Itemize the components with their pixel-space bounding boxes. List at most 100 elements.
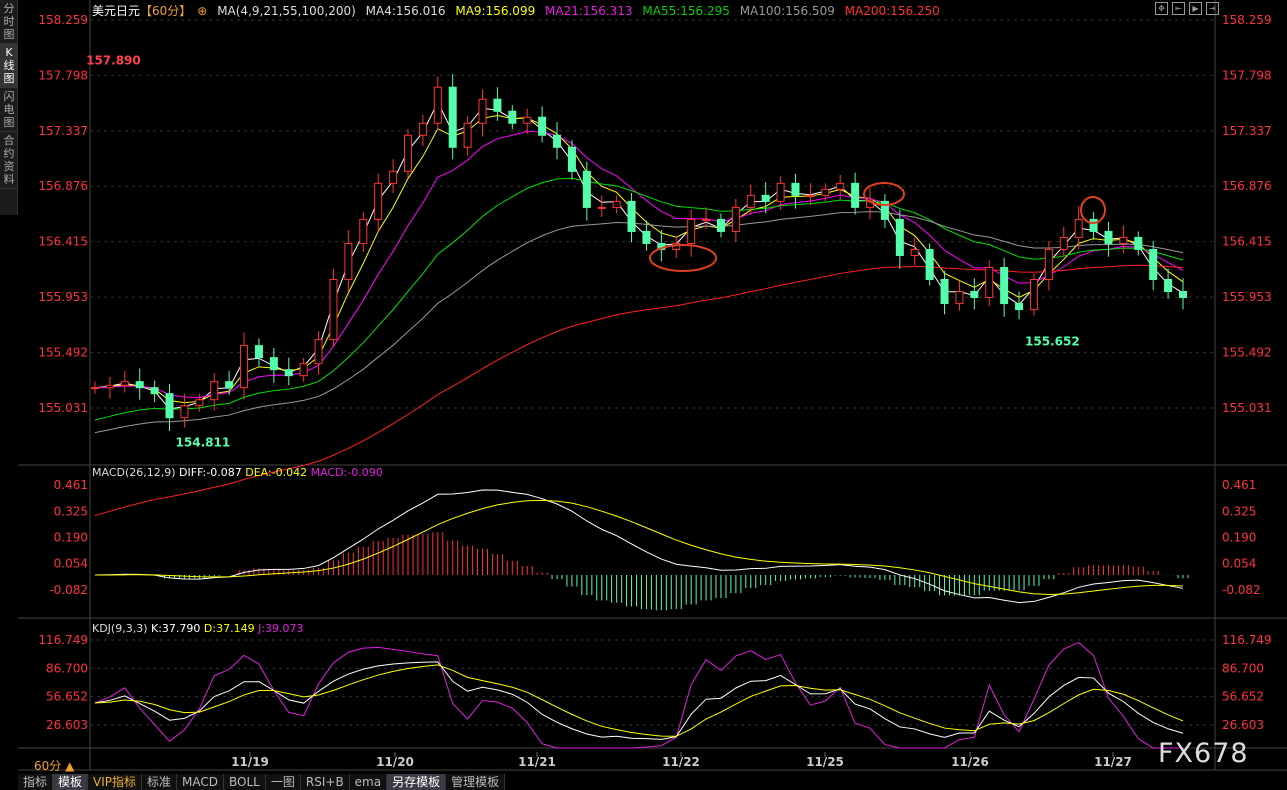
macd-y-tick-right: -0.082 [1222, 583, 1261, 597]
candle-body [940, 279, 949, 305]
candle-body [761, 194, 770, 202]
ma-line-4 [94, 211, 1184, 434]
ma55-value: MA55:156.295 [642, 4, 730, 18]
macd-y-tick-left: 0.054 [54, 557, 88, 571]
tab-4[interactable]: MACD [177, 774, 225, 790]
y-tick-left: 156.415 [38, 235, 88, 249]
candle-body [418, 122, 427, 136]
sidebar-item-flash[interactable]: 闪电图 [0, 88, 18, 132]
candle-body [448, 86, 457, 148]
tab-1[interactable]: 模板 [53, 774, 89, 790]
candle-body [627, 200, 636, 232]
candle-body [1134, 236, 1143, 250]
tab-2[interactable]: VIP指标 [88, 774, 143, 790]
candle-body [91, 387, 99, 390]
crosshair-icon[interactable]: ⊕ [197, 4, 208, 18]
macd-y-tick-left: 0.325 [54, 504, 88, 518]
candle-body [389, 170, 398, 184]
x-tick-label: 11/21 [518, 755, 556, 769]
y-tick-left: 155.953 [38, 290, 88, 304]
tab-7[interactable]: RSI+B [301, 774, 350, 790]
candle-body [403, 134, 412, 172]
candle-body [105, 384, 114, 389]
kdj-y-tick-left: 26.603 [46, 718, 88, 732]
macd-y-tick-right: 0.054 [1222, 557, 1256, 571]
tab-8[interactable]: ema [350, 774, 388, 790]
x-tick-label: 11/26 [951, 755, 989, 769]
watermark-logo: FX678 [1158, 738, 1249, 769]
play-icon[interactable]: ▶ [1189, 2, 1202, 15]
candle-body [538, 116, 547, 136]
toolbar: ✥ ⇤ ▶ ⇥ [1155, 2, 1219, 15]
macd-y-tick-right: 0.190 [1222, 530, 1256, 544]
jump-end-icon[interactable]: ⇥ [1206, 2, 1219, 15]
x-tick-label: 11/20 [376, 755, 414, 769]
tab-6[interactable]: 一图 [266, 774, 301, 790]
macd-title: MACD(26,12,9) [92, 466, 176, 479]
candle-body [851, 182, 860, 208]
bottom-tabs: 指标 模板 VIP指标 标准 MACD BOLL 一图 RSI+B ema 另存模板 管理模板 [18, 774, 506, 790]
candle-body [1089, 218, 1098, 232]
candle-body [120, 381, 129, 386]
zoom-start-icon[interactable]: ⇤ [1172, 2, 1185, 15]
kdj-y-tick-left: 86.700 [46, 661, 88, 675]
y-tick-right: 155.031 [1222, 401, 1272, 415]
candle-body [597, 206, 606, 209]
candle-body [821, 188, 830, 196]
period-selector[interactable]: 60分 ▲ [34, 759, 75, 773]
candle-body [582, 170, 591, 208]
candle-body [523, 116, 532, 124]
y-tick-right: 158.259 [1222, 13, 1272, 27]
candle-body [240, 345, 249, 389]
candle-body [1000, 266, 1009, 305]
y-tick-right: 156.876 [1222, 179, 1272, 193]
y-tick-left: 155.031 [38, 401, 88, 415]
candle-body [1059, 236, 1068, 250]
tab-5[interactable]: BOLL [224, 774, 266, 790]
candle-body [955, 291, 964, 305]
sidebar-item-contract-info[interactable]: 合约资料 [0, 132, 18, 189]
tab-9[interactable]: 另存模板 [387, 774, 447, 790]
candle-body [508, 110, 517, 124]
candle-body [567, 146, 576, 172]
kdj-d: D:37.149 [203, 622, 255, 635]
price-annotation: 155.652 [1025, 334, 1080, 348]
candle-body [806, 194, 815, 197]
candle-body [165, 393, 174, 419]
kdj-y-tick-right: 116.749 [1222, 633, 1272, 647]
sidebar: 分时图 K线图 闪电图 合约资料 [0, 0, 18, 215]
macd-y-tick-left: -0.082 [49, 583, 88, 597]
tab-10[interactable]: 管理模板 [446, 774, 506, 790]
macd-dea-line [94, 499, 1184, 595]
candle-body [985, 266, 994, 299]
macd-diff-line [94, 489, 1184, 604]
kdj-y-tick-right: 26.603 [1222, 718, 1264, 732]
candle-body [1179, 291, 1187, 299]
macd-value: MACD:-0.090 [310, 466, 383, 479]
kdj-y-tick-left: 116.749 [38, 633, 88, 647]
move-icon[interactable]: ✥ [1155, 2, 1168, 15]
sidebar-item-kline[interactable]: K线图 [0, 44, 18, 88]
candle-body [553, 134, 562, 148]
ma-line-0 [94, 101, 1184, 410]
x-tick-label: 11/22 [662, 755, 700, 769]
candle-body [254, 345, 263, 359]
candle-body [1029, 279, 1038, 311]
candle-body [612, 200, 621, 208]
x-tick-label: 11/19 [231, 755, 269, 769]
main-header: 美元日元【60分】 ⊕ MA(4,9,21,55,100,200) MA4:156… [92, 2, 946, 19]
sidebar-item-timeshare[interactable]: 分时图 [0, 0, 18, 44]
candle-body [702, 218, 711, 221]
y-tick-right: 157.798 [1222, 68, 1272, 82]
tab-3[interactable]: 标准 [142, 774, 178, 790]
price-annotation: 157.890 [86, 53, 141, 67]
ma-title[interactable]: MA(4,9,21,55,100,200) [217, 4, 356, 18]
macd-y-tick-right: 0.461 [1222, 478, 1256, 492]
candle-body [1104, 230, 1113, 244]
tab-0[interactable]: 指标 [18, 774, 54, 790]
candle-body [746, 194, 755, 208]
highlight-circle [1080, 196, 1106, 224]
candle-body [433, 86, 442, 124]
candle-body [642, 230, 651, 244]
